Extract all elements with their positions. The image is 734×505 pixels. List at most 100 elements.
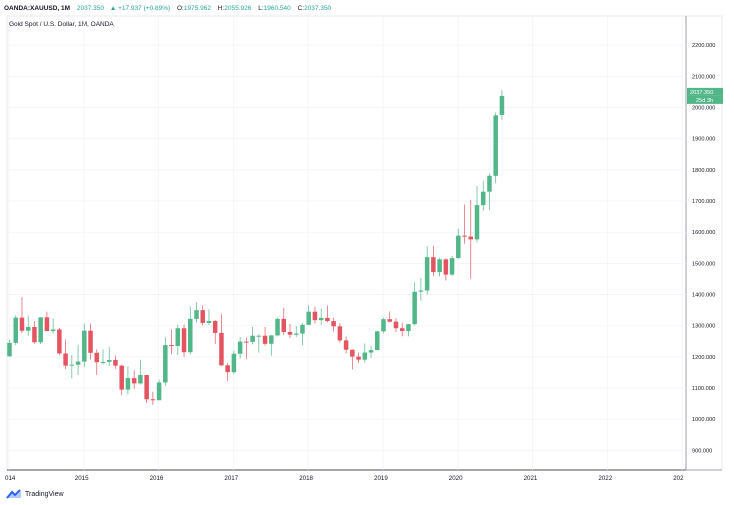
candle-body (237, 341, 243, 354)
candle-body (57, 329, 62, 354)
candle-body (275, 318, 280, 336)
x-tick-label: 2020 (449, 475, 463, 482)
candle-body (300, 324, 305, 334)
candle-body (150, 399, 156, 401)
candle-body (38, 317, 43, 343)
close-label: C: (297, 5, 305, 12)
plot-frame (6, 15, 687, 471)
candle-body (175, 328, 181, 346)
candle-body (125, 378, 131, 390)
candle-body (44, 317, 50, 332)
candle-body (131, 378, 137, 384)
y-tick-label: 1900.000 (692, 137, 715, 143)
close-value: 2037.350 (304, 5, 332, 12)
candle-body (163, 345, 168, 383)
x-tick-label: 2016 (150, 475, 164, 482)
candle-body (449, 258, 455, 275)
candle-body (32, 326, 37, 343)
candle-body (474, 205, 480, 240)
y-tick-label: 2100.000 (692, 74, 715, 80)
candle-body (375, 331, 380, 351)
y-tick-label: 1300.000 (692, 324, 715, 330)
candle-body (94, 352, 100, 363)
candlestick-chart[interactable]: 900.000 1000.000 1100.000 1200.000 1300.000 1… (0, 0, 734, 485)
candle-body (343, 340, 349, 350)
tradingview-branding[interactable]: TradingView (6, 487, 64, 501)
countdown-tag (687, 95, 723, 104)
low-label: L: (258, 5, 264, 12)
x-tick-label: 202 (673, 475, 684, 482)
countdown-tag-label: 25d 3h (696, 98, 713, 104)
candle-body (50, 329, 56, 332)
candle-body (306, 311, 311, 325)
candle-body (113, 360, 118, 366)
candle-body (206, 321, 212, 323)
candle-body (200, 310, 205, 323)
candle-body (144, 374, 149, 400)
x-tick-label: 2015 (75, 475, 89, 482)
candle-body (318, 317, 324, 321)
candle-body (106, 360, 112, 362)
y-tick-label: 1800.000 (692, 168, 715, 174)
candle-body (443, 259, 449, 275)
candle-body (194, 310, 199, 319)
candle-body (13, 317, 18, 343)
symbol-label: OANDA:XAUUSD, 1M (4, 5, 71, 12)
high-label: H: (217, 5, 225, 12)
candle-body (424, 257, 430, 291)
low-value: 1960.540 (263, 5, 291, 12)
candle-body (493, 115, 498, 176)
price-scale-frame (685, 15, 723, 471)
candle-body (387, 319, 392, 322)
candle-body (350, 349, 355, 357)
y-tick-label: 1500.000 (692, 261, 715, 267)
x-tick-label: 014 (5, 475, 16, 482)
tradingview-logo-icon (6, 489, 21, 499)
candle-body (269, 335, 274, 344)
candle-body (212, 321, 218, 333)
candle-body (325, 317, 330, 322)
high-value: 2055.926 (224, 5, 252, 12)
up-arrow-icon: ▲ (109, 5, 117, 12)
candle-body (19, 317, 25, 331)
candle-body (480, 191, 486, 206)
candle-body (256, 335, 262, 337)
candle-body (406, 324, 411, 332)
candle-body (69, 364, 75, 366)
candle-body (412, 291, 417, 325)
x-tick-label: 2018 (299, 475, 313, 482)
candle-body (356, 356, 361, 360)
candle-body (88, 330, 93, 353)
candle-body (219, 332, 224, 366)
x-tick-label: 2017 (224, 475, 238, 482)
candle-body (63, 353, 68, 366)
x-tick-label: 2019 (374, 475, 388, 482)
candle-body (169, 345, 174, 347)
candle-body (244, 341, 249, 343)
candle-body (431, 257, 436, 273)
candle-body (393, 321, 399, 329)
candle-body (418, 290, 424, 292)
candle-body (381, 319, 386, 332)
candle-body (362, 352, 368, 360)
candle-body (368, 350, 374, 353)
candle-body (287, 331, 293, 335)
candle-body (293, 333, 299, 335)
y-tick-label: 1400.000 (692, 293, 715, 299)
y-tick-label: 1200.000 (692, 355, 715, 361)
last-price-tag (687, 87, 723, 96)
candle-body (337, 326, 343, 341)
tradingview-label: TradingView (25, 490, 64, 498)
price-change: +17.937 (+0.89%) (118, 5, 171, 12)
candle-body (331, 321, 336, 327)
candle-body (262, 335, 268, 344)
candle-body (437, 259, 442, 273)
y-tick-label: 1100.000 (692, 386, 715, 392)
candle-body (456, 235, 461, 259)
candle-body (399, 328, 405, 332)
x-tick-label: 2022 (598, 475, 612, 482)
candle-body (82, 330, 87, 362)
candle-body (119, 365, 124, 390)
open-label: O: (176, 5, 184, 12)
y-tick-label: 900.000 (692, 448, 712, 454)
